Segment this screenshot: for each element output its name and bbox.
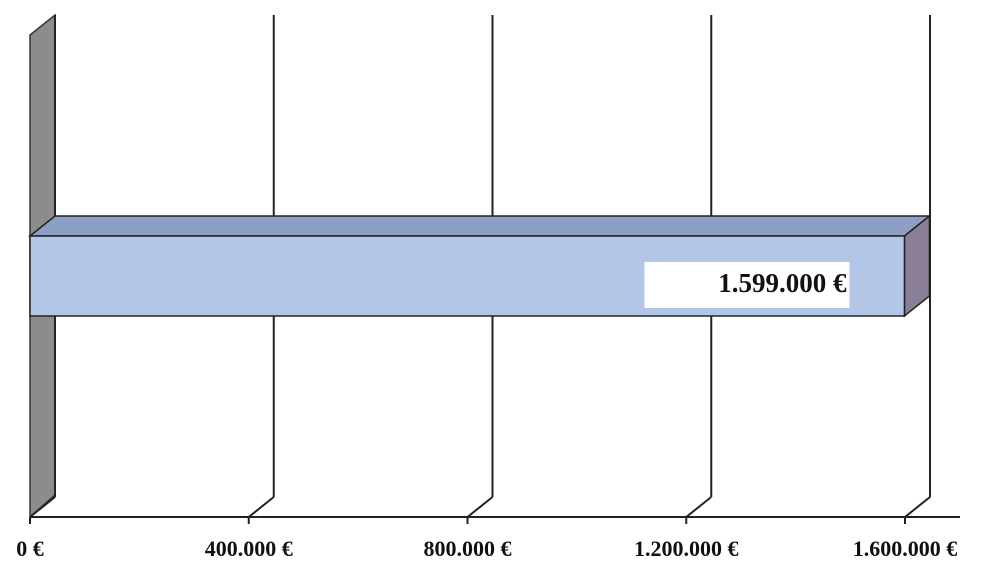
tick-connector [29,496,56,518]
tick-connector [904,496,931,518]
x-tick-label: 1.600.000 € [853,536,958,561]
tick-connector [248,496,275,518]
bar-top [27,215,932,237]
x-tick-label: 800.000 € [424,536,512,561]
x-tick-label: 400.000 € [205,536,293,561]
x-tick-label: 1.200.000 € [634,536,739,561]
value-label-box [644,262,850,308]
tick-connector [685,496,712,518]
tick-connector [466,496,494,518]
value-label: 1.599.000 € [718,268,847,298]
x-tick-label: 0 € [16,536,44,561]
